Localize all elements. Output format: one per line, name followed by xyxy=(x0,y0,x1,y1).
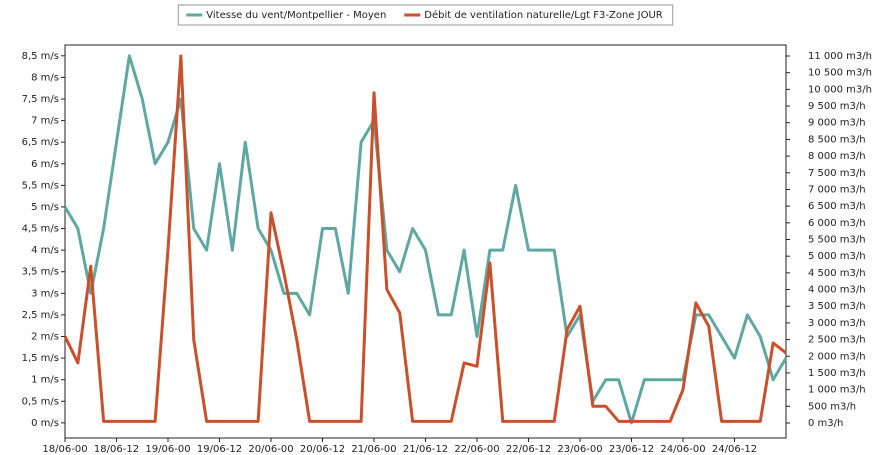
x-tick-label: 22/06-12 xyxy=(506,444,551,455)
x-tick-label: 22/06-00 xyxy=(454,444,499,455)
y2-tick-label: 11 000 m3/h xyxy=(808,51,872,62)
y-tick-label: 5,5 m/s xyxy=(22,180,59,191)
plot-frame xyxy=(64,44,787,439)
y2-tick-label: 1 000 m3/h xyxy=(808,385,866,396)
x-tick-label: 19/06-00 xyxy=(145,444,190,455)
y2-tick-label: 8 000 m3/h xyxy=(808,151,866,162)
y-tick-label: 6 m/s xyxy=(31,159,59,170)
y2-tick-label: 4 500 m3/h xyxy=(808,268,866,279)
y2-tick-label: 10 000 m3/h xyxy=(808,84,872,95)
y-tick-label: 8,5 m/s xyxy=(22,51,59,62)
y2-tick-label: 9 500 m3/h xyxy=(808,101,866,112)
y2-tick-label: 1 500 m3/h xyxy=(808,368,866,379)
y2-tick-label: 9 000 m3/h xyxy=(808,118,866,129)
legend-label: Débit de ventilation naturelle/Lgt F3-Zo… xyxy=(424,9,662,21)
y-tick-label: 3,5 m/s xyxy=(22,267,59,278)
x-tick-label: 20/06-00 xyxy=(248,444,293,455)
x-tick-label: 23/06-00 xyxy=(557,444,602,455)
y2-tick-label: 7 000 m3/h xyxy=(808,184,866,195)
y2-tick-label: 10 500 m3/h xyxy=(808,68,872,79)
y2-tick-label: 2 500 m3/h xyxy=(808,335,866,346)
legend-label: Vitesse du vent/Montpellier - Moyen xyxy=(206,10,386,21)
series-line xyxy=(63,54,787,423)
y2-tick-label: 3 500 m3/h xyxy=(808,301,866,312)
y2-tick-label: 8 500 m3/h xyxy=(808,134,866,145)
y-tick-label: 5 m/s xyxy=(31,202,59,213)
y-tick-label: 1,5 m/s xyxy=(22,353,59,364)
y-tick-label: 2 m/s xyxy=(31,332,59,343)
x-tick-label: 20/06-12 xyxy=(300,444,345,455)
y2-tick-label: 5 500 m3/h xyxy=(808,234,866,245)
x-tick-label: 21/06-12 xyxy=(403,444,448,455)
y2-tick-label: 6 000 m3/h xyxy=(808,218,866,229)
x-tick-label: 23/06-12 xyxy=(609,444,654,455)
y2-tick-label: 3 000 m3/h xyxy=(808,318,866,329)
y-tick-label: 4,5 m/s xyxy=(22,224,59,235)
x-tick-label: 21/06-00 xyxy=(351,444,396,455)
legend: Vitesse du vent/Montpellier - Moyen Débit… xyxy=(177,4,674,26)
y-tick-label: 4 m/s xyxy=(31,245,59,256)
y2-tick-label: 7 500 m3/h xyxy=(808,168,866,179)
y2-tick-label: 5 000 m3/h xyxy=(808,251,866,262)
y-tick-label: 8 m/s xyxy=(31,72,59,83)
legend-box xyxy=(177,4,674,26)
x-tick-label: 18/06-00 xyxy=(42,444,87,455)
y2-tick-label: 4 000 m3/h xyxy=(808,285,866,296)
y2-tick-label: 0 m3/h xyxy=(808,418,843,429)
y-tick-label: 7 m/s xyxy=(31,116,59,127)
y-tick-label: 1 m/s xyxy=(31,375,59,386)
y-tick-label: 0,5 m/s xyxy=(22,396,59,407)
y2-tick-label: 6 500 m3/h xyxy=(808,201,866,212)
y-tick-label: 7,5 m/s xyxy=(22,94,59,105)
y-tick-label: 6,5 m/s xyxy=(22,137,59,148)
x-tick-label: 18/06-12 xyxy=(94,444,139,455)
x-tick-label: 24/06-12 xyxy=(712,444,757,455)
y-tick-label: 2,5 m/s xyxy=(22,310,59,321)
x-tick-label: 19/06-12 xyxy=(197,444,242,455)
y2-tick-label: 500 m3/h xyxy=(808,401,856,412)
y-tick-label: 0 m/s xyxy=(31,418,59,429)
x-tick-label: 24/06-00 xyxy=(660,444,705,455)
y2-tick-label: 2 000 m3/h xyxy=(808,351,866,362)
y-tick-label: 3 m/s xyxy=(31,288,59,299)
